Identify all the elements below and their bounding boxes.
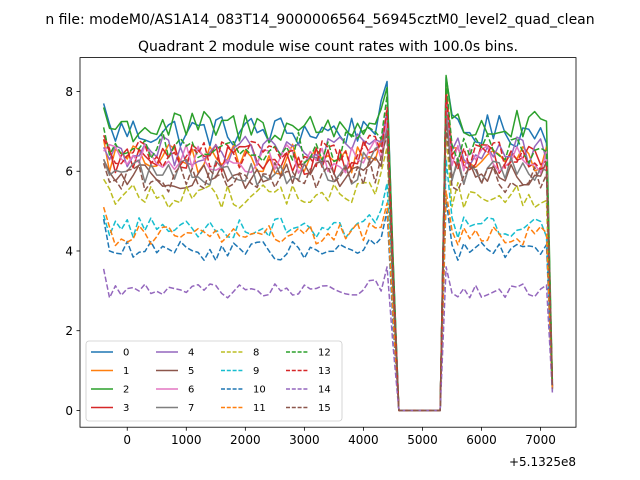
legend-label-4: 4	[188, 348, 194, 359]
series-line-14	[102, 266, 554, 412]
series-line-1	[102, 86, 554, 412]
chart-suptitle: n file: modeM0/AS1A14_083T14_9000006564_…	[45, 12, 594, 28]
series-line-9	[102, 158, 554, 412]
x-tick-label: 2000	[230, 433, 261, 447]
series-line-11	[102, 190, 554, 412]
x-tick-label: 3000	[289, 433, 320, 447]
x-tick-label: 0	[123, 433, 131, 447]
legend-label-0: 0	[123, 348, 129, 359]
series-line-13	[102, 94, 554, 412]
legend-label-8: 8	[253, 348, 259, 359]
x-axis: 0 1000 2000 3000 4000 5000 6000 7000	[123, 427, 556, 447]
axes-border	[79, 57, 577, 428]
legend-label-11: 11	[253, 403, 266, 414]
legend-label-12: 12	[318, 348, 331, 359]
legend-label-3: 3	[123, 403, 129, 414]
legend-label-15: 15	[318, 403, 331, 414]
y-tick-label: 6	[65, 165, 73, 179]
legend-box	[85, 340, 343, 422]
series-line-2	[102, 74, 554, 412]
series-line-10	[102, 198, 554, 412]
legend-label-9: 9	[253, 366, 259, 377]
x-tick-label: 7000	[525, 433, 556, 447]
y-tick-label: 2	[65, 324, 73, 338]
y-axis: 0 2 4 6 8	[65, 85, 80, 418]
series-line-12	[102, 82, 554, 412]
legend-label-7: 7	[188, 403, 194, 414]
series-line-8	[102, 130, 554, 412]
legend-label-6: 6	[188, 385, 194, 396]
x-tick-label: 6000	[466, 433, 497, 447]
series-line-0	[102, 76, 554, 412]
series-line-6	[103, 102, 554, 412]
series-layer	[102, 74, 554, 412]
legend-label-5: 5	[188, 366, 194, 377]
x-tick-label: 4000	[348, 433, 379, 447]
x-tick-label: 1000	[171, 433, 202, 447]
y-tick-label: 8	[65, 85, 73, 99]
legend-label-2: 2	[123, 385, 129, 396]
legend-label-13: 13	[318, 366, 331, 377]
legend-label-1: 1	[123, 366, 129, 377]
legend-label-10: 10	[253, 385, 266, 396]
x-offset-text: +5.1325e8	[509, 455, 576, 469]
y-tick-label: 4	[65, 244, 73, 258]
chart-title: Quadrant 2 module wise count rates with …	[138, 39, 518, 55]
series-line-15	[102, 122, 554, 412]
y-tick-label: 0	[65, 404, 73, 418]
legend-label-14: 14	[318, 385, 331, 396]
x-tick-label: 5000	[407, 433, 438, 447]
